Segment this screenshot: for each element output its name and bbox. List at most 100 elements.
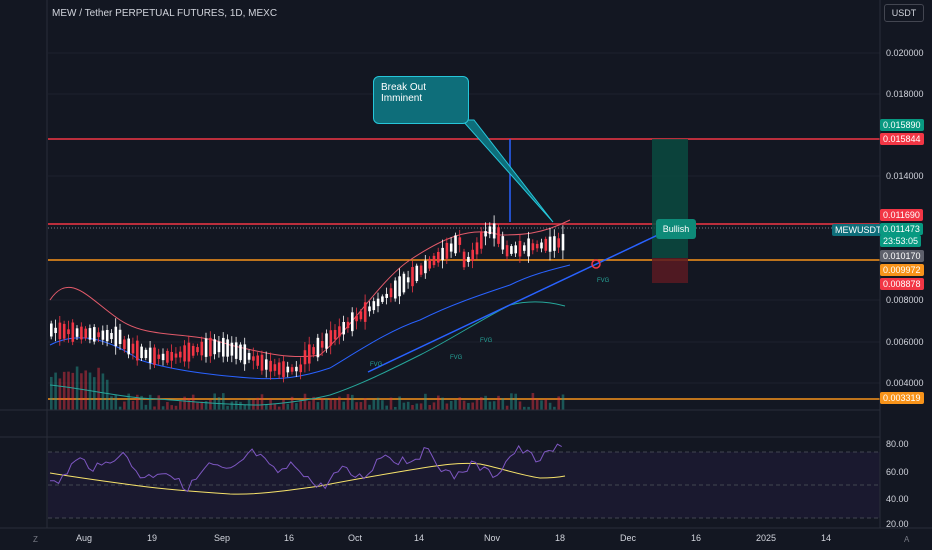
volume-bar xyxy=(480,397,483,410)
fvg-label: FVG xyxy=(597,278,610,284)
break-out-callout[interactable]: Break Out Imminent xyxy=(373,76,469,124)
volume-bar xyxy=(127,393,130,410)
volume-bar xyxy=(123,401,126,410)
time-axis-label: Sep xyxy=(213,533,231,543)
volume-bar xyxy=(295,403,298,410)
candle-body xyxy=(243,344,247,365)
volume-bar xyxy=(273,403,277,410)
chart-title: MEW / Tether PERPETUAL FUTURES, 1D, MEXC xyxy=(52,8,278,19)
volume-bar xyxy=(136,394,139,410)
volume-bar xyxy=(458,397,462,410)
volume-bar xyxy=(200,401,204,410)
candle-body xyxy=(437,251,440,263)
candle-body xyxy=(398,276,401,297)
volume-bar xyxy=(131,400,135,410)
candle-body xyxy=(363,302,367,322)
candle-body xyxy=(415,265,419,282)
volume-bar xyxy=(230,401,234,410)
candle-body xyxy=(174,353,178,358)
gridlines xyxy=(48,52,880,384)
candle-body xyxy=(492,223,496,239)
volume-bar xyxy=(213,393,216,410)
volume-bar xyxy=(114,394,118,410)
candle-body xyxy=(105,329,109,342)
candle-body xyxy=(260,354,264,371)
candle-body xyxy=(247,353,251,360)
zoom-reset-icon[interactable]: Z xyxy=(33,535,38,544)
candle-body xyxy=(368,306,371,312)
candle-body xyxy=(428,258,431,269)
volume-bar xyxy=(196,402,199,410)
volume-bar xyxy=(282,399,285,410)
volume-bar xyxy=(428,404,431,410)
volume-bar xyxy=(286,403,290,410)
volume-bar xyxy=(88,372,92,410)
candle-body xyxy=(187,342,191,362)
volume-bar xyxy=(303,393,307,410)
candle-body xyxy=(75,328,79,337)
candle-body xyxy=(62,323,66,339)
candle-body xyxy=(50,323,53,337)
candle-body xyxy=(196,347,199,353)
volume-bar xyxy=(93,377,96,410)
candle-body xyxy=(535,243,539,249)
candle-body xyxy=(140,346,143,359)
volume-bar xyxy=(424,393,427,410)
candle-body xyxy=(359,311,363,320)
price-axis-label: 0.018000 xyxy=(886,89,924,99)
time-axis-label: 14 xyxy=(820,533,832,543)
candle-body xyxy=(342,321,345,335)
volume-bar xyxy=(441,397,444,410)
candle-body xyxy=(191,345,195,356)
candle-body xyxy=(144,349,148,359)
candle-body xyxy=(114,326,118,347)
candle-body xyxy=(222,337,225,357)
volume-bar xyxy=(492,401,496,410)
currency-selector[interactable]: USDT xyxy=(884,4,924,22)
candle-body xyxy=(553,236,556,251)
volume-bar xyxy=(110,396,113,410)
candle-body xyxy=(557,238,560,248)
price-tag: 0.009972 xyxy=(880,264,924,276)
candle-body xyxy=(84,328,87,339)
candle-body xyxy=(148,347,152,363)
candle-body xyxy=(540,242,543,249)
candle-body xyxy=(256,355,259,366)
volume-bar xyxy=(71,372,75,410)
volume-bar xyxy=(488,401,492,410)
volume-bar xyxy=(170,405,173,410)
time-axis-label: 16 xyxy=(690,533,702,543)
volume-bar xyxy=(97,367,100,410)
candle-body xyxy=(295,366,298,372)
candle-body xyxy=(179,351,182,358)
volume-bar xyxy=(505,405,509,410)
candle-body xyxy=(183,345,186,362)
time-axis-label: 19 xyxy=(146,533,158,543)
volume-bar xyxy=(501,398,505,410)
bollinger-mid xyxy=(49,264,571,380)
candle-body xyxy=(488,226,492,235)
volume-bar xyxy=(161,406,165,410)
candle-body xyxy=(531,243,535,251)
candle-body xyxy=(286,366,290,373)
candle-body xyxy=(325,333,328,349)
volume-bar xyxy=(153,406,156,410)
time-axis-label: Dec xyxy=(619,533,637,543)
candle-body xyxy=(510,246,513,254)
auto-scale-button[interactable]: A xyxy=(904,535,910,544)
price-tag: 0.008878 xyxy=(880,278,924,290)
volume-bar xyxy=(333,399,337,410)
volume-bar xyxy=(67,371,70,410)
volume-bar xyxy=(50,376,53,410)
candle-body xyxy=(123,339,126,350)
volume-bar xyxy=(467,403,470,410)
volume-bar xyxy=(62,371,66,410)
volume-bar xyxy=(226,405,229,410)
volume-bar xyxy=(381,400,384,410)
candle-body xyxy=(67,329,70,335)
candle-body xyxy=(230,342,234,356)
bullish-label[interactable]: Bullish xyxy=(656,219,696,239)
candle-body xyxy=(381,296,384,302)
time-axis-label: 14 xyxy=(413,533,425,543)
